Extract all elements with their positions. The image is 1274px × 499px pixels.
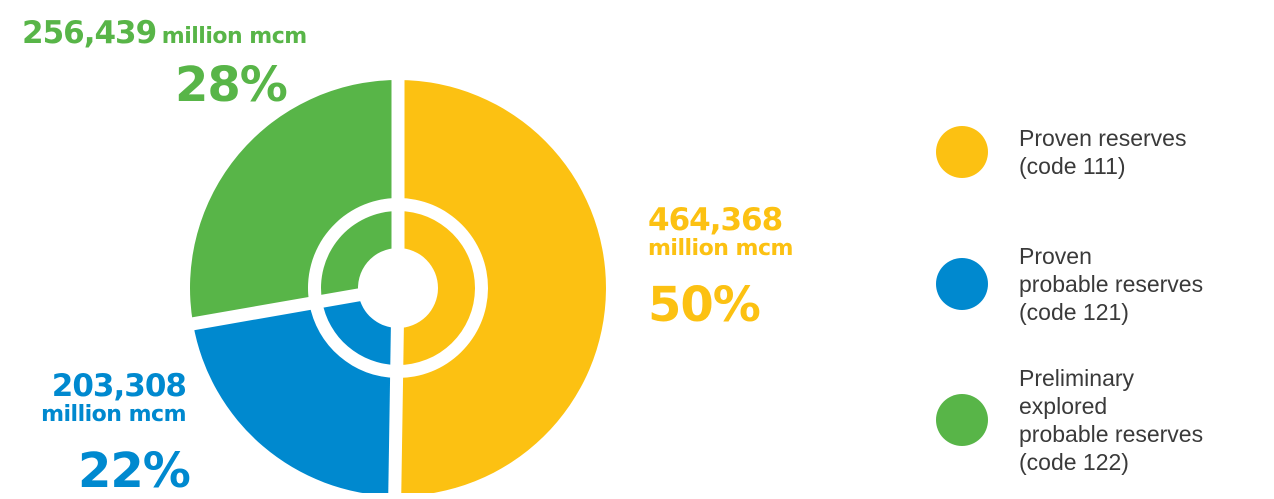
probable-unit: million mcm	[41, 402, 186, 427]
legend-dot-preliminary	[936, 394, 988, 446]
probable-amount: 203,308	[51, 368, 187, 404]
slice-inner-probable	[322, 294, 398, 365]
preliminary-amount: 256,439	[22, 15, 157, 51]
preliminary-unit: million mcm	[161, 24, 307, 49]
legend-item-proven: Proven reserves (code 111)	[936, 124, 1186, 180]
slice-outer-preliminary	[190, 80, 398, 324]
proven-unit: million mcm	[648, 236, 793, 261]
proven-percent: 50%	[648, 277, 761, 333]
proven-amount: 464,368	[648, 202, 783, 238]
slice-inner-proven	[396, 211, 475, 365]
slice-separator	[388, 287, 405, 493]
legend-label-preliminary: Preliminary explored probable reserves (…	[1019, 365, 1204, 475]
preliminary-value-label: 256,439 million mcm	[22, 18, 307, 49]
legend-label-probable: Proven probable reserves (code 121)	[1019, 243, 1204, 325]
proven-value-label: 464,368 million mcm	[648, 205, 793, 260]
legend-dot-probable	[936, 258, 988, 310]
slice-outer-probable	[193, 303, 397, 493]
preliminary-percent: 28%	[175, 57, 288, 113]
legend-label-proven: Proven reserves (code 111)	[1019, 125, 1187, 179]
probable-percent: 22%	[78, 443, 191, 499]
slice-inner-preliminary	[321, 211, 398, 302]
legend-dot-proven	[936, 126, 988, 178]
probable-value-label: 203,308 million mcm	[30, 368, 187, 427]
legend-item-preliminary: Preliminary explored probable reserves (…	[936, 364, 1203, 476]
legend-item-probable: Proven probable reserves (code 121)	[936, 242, 1203, 326]
slice-outer-proven	[394, 80, 606, 493]
slice-separator	[186, 281, 400, 332]
